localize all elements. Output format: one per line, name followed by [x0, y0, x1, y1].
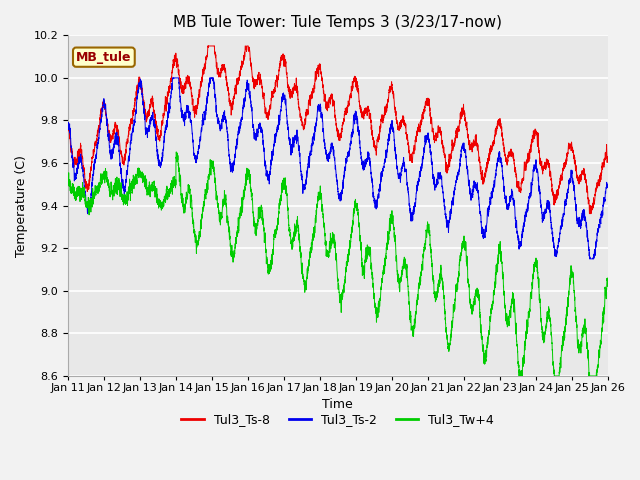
- Legend: Tul3_Ts-8, Tul3_Ts-2, Tul3_Tw+4: Tul3_Ts-8, Tul3_Ts-2, Tul3_Tw+4: [177, 408, 499, 431]
- Text: MB_tule: MB_tule: [76, 51, 132, 64]
- Title: MB Tule Tower: Tule Temps 3 (3/23/17-now): MB Tule Tower: Tule Temps 3 (3/23/17-now…: [173, 15, 502, 30]
- X-axis label: Time: Time: [323, 398, 353, 411]
- Y-axis label: Temperature (C): Temperature (C): [15, 155, 28, 257]
